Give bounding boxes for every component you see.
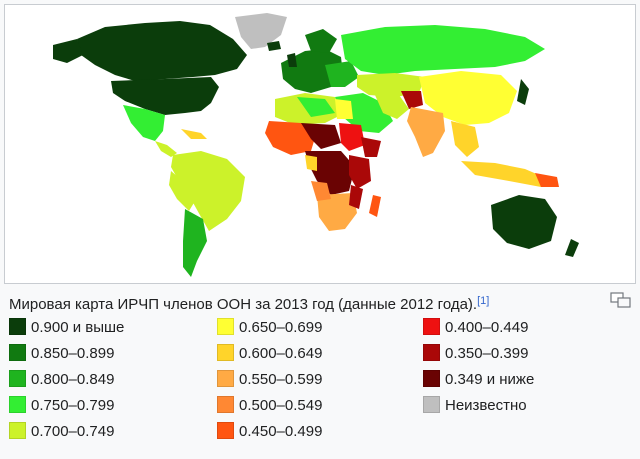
region-alaska (53, 39, 83, 63)
caption-text: Мировая карта ИРЧП членов ООН за 2013 го… (9, 296, 478, 313)
legend-column-2: 0.650–0.699 0.600–0.649 0.550–0.599 0.50… (217, 317, 322, 447)
legend-swatch (423, 396, 440, 413)
region-southern-africa (317, 193, 357, 231)
legend-swatch (217, 318, 234, 335)
legend-swatch (9, 422, 26, 439)
region-indonesia (461, 161, 553, 187)
legend-item: 0.900 и выше (9, 317, 124, 343)
legend-label: 0.600–0.649 (239, 345, 323, 362)
region-horn (361, 137, 381, 157)
region-egypt (335, 99, 353, 119)
legend-swatch (217, 344, 234, 361)
region-afghanistan (401, 91, 423, 109)
legend-item: 0.600–0.649 (217, 343, 322, 369)
region-scandinavia (305, 29, 337, 53)
legend-label: 0.750–0.799 (31, 397, 115, 414)
region-australia (491, 195, 557, 249)
region-east-africa (349, 155, 371, 189)
legend-label: 0.700–0.749 (31, 423, 115, 440)
magnify-clip-icon[interactable] (610, 292, 632, 308)
region-west-africa (265, 121, 317, 155)
region-caribbean (181, 129, 207, 139)
legend-item: 0.550–0.599 (217, 369, 322, 395)
region-uk (287, 53, 297, 67)
region-europe-west (281, 49, 343, 93)
legend-label: 0.650–0.699 (239, 319, 323, 336)
legend-item: 0.400–0.449 (423, 317, 534, 343)
legend-item: Неизвестно (423, 395, 534, 421)
legend-label: 0.450–0.499 (239, 423, 323, 440)
legend-item: 0.650–0.699 (217, 317, 322, 343)
region-southeast-asia (451, 121, 479, 157)
region-mexico (123, 105, 165, 141)
legend-swatch (423, 370, 440, 387)
legend-item: 0.450–0.499 (217, 421, 322, 447)
legend-label: 0.500–0.549 (239, 397, 323, 414)
region-gabon (305, 155, 317, 171)
region-sudan (339, 123, 365, 151)
legend-item: 0.350–0.399 (423, 343, 534, 369)
legend-swatch (217, 370, 234, 387)
region-new-zealand (565, 239, 579, 257)
legend-label: 0.850–0.899 (31, 345, 115, 362)
world-map-svg (5, 5, 635, 283)
legend-column-3: 0.400–0.449 0.350–0.399 0.349 и ниже Неи… (423, 317, 534, 421)
legend-label: 0.550–0.599 (239, 371, 323, 388)
region-chile-argentina (183, 209, 207, 277)
legend-swatch (9, 396, 26, 413)
legend-swatch (9, 344, 26, 361)
legend-swatch (9, 318, 26, 335)
region-russia (341, 25, 545, 75)
legend-item: 0.500–0.549 (217, 395, 322, 421)
legend-label: 0.900 и выше (31, 319, 125, 336)
region-south-america-north (171, 151, 245, 231)
legend-label: 0.800–0.849 (31, 371, 115, 388)
legend-label: Неизвестно (445, 397, 527, 414)
legend-swatch (9, 370, 26, 387)
region-libya-algeria (297, 97, 335, 117)
world-hdi-map[interactable] (4, 4, 636, 284)
region-png (535, 173, 559, 187)
legend-item: 0.850–0.899 (9, 343, 124, 369)
region-china (419, 71, 517, 125)
region-eastern-europe (325, 61, 359, 87)
region-india (407, 107, 445, 157)
legend-label: 0.400–0.449 (445, 319, 529, 336)
map-caption: Мировая карта ИРЧП членов ООН за 2013 го… (9, 291, 629, 313)
region-mozambique (349, 185, 363, 209)
region-peru-bolivia (169, 171, 195, 211)
region-greenland (235, 13, 287, 49)
region-canada (77, 21, 247, 81)
region-sahel (301, 123, 341, 149)
legend-swatch (423, 344, 440, 361)
region-iceland (267, 41, 281, 51)
legend-swatch (217, 396, 234, 413)
legend-item: 0.349 и ниже (423, 369, 534, 395)
legend-item: 0.750–0.799 (9, 395, 124, 421)
legend-column-1: 0.900 и выше 0.850–0.899 0.800–0.849 0.7… (9, 317, 124, 447)
region-madagascar (369, 195, 381, 217)
legend-item: 0.700–0.749 (9, 421, 124, 447)
region-japan (517, 79, 529, 105)
legend-swatch (217, 422, 234, 439)
region-central-america (155, 141, 177, 157)
legend-label: 0.350–0.399 (445, 345, 529, 362)
hdi-legend: 0.900 и выше 0.850–0.899 0.800–0.849 0.7… (9, 317, 629, 457)
reference-link[interactable]: [1] (477, 295, 490, 307)
region-iran (375, 95, 409, 119)
legend-swatch (423, 318, 440, 335)
region-angola (311, 181, 331, 201)
legend-item: 0.800–0.849 (9, 369, 124, 395)
legend-label: 0.349 и ниже (445, 371, 535, 388)
region-usa (111, 77, 219, 115)
region-central-africa (305, 151, 355, 195)
